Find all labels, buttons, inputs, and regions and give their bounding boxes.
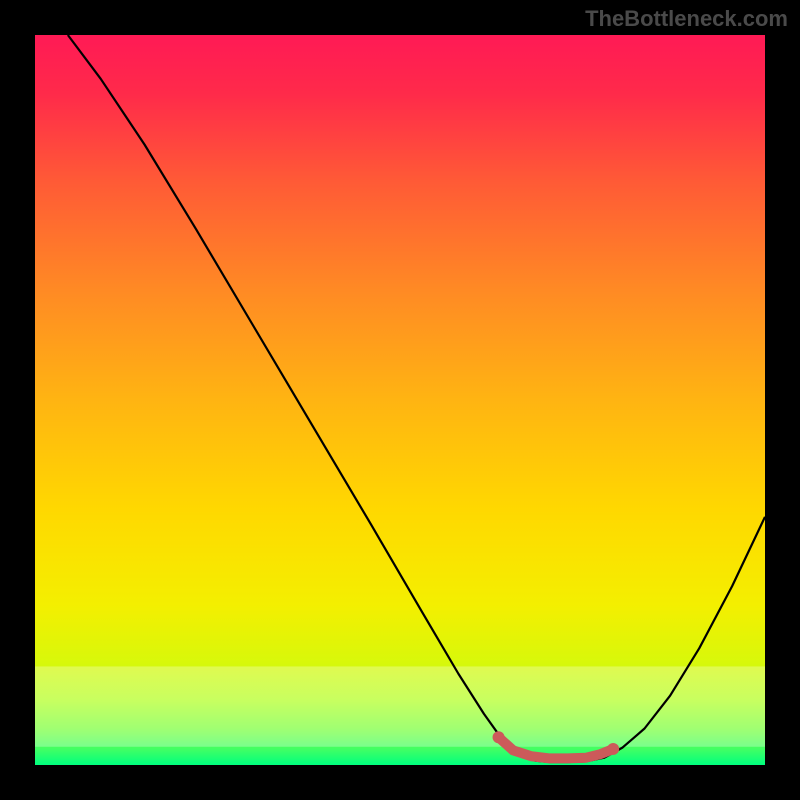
watermark-text: TheBottleneck.com — [585, 6, 788, 32]
marker-start-dot — [493, 731, 505, 743]
marker-end-dot — [607, 743, 619, 755]
glow-band — [35, 666, 765, 746]
bottleneck-curve-chart — [0, 0, 800, 800]
chart-container: TheBottleneck.com — [0, 0, 800, 800]
